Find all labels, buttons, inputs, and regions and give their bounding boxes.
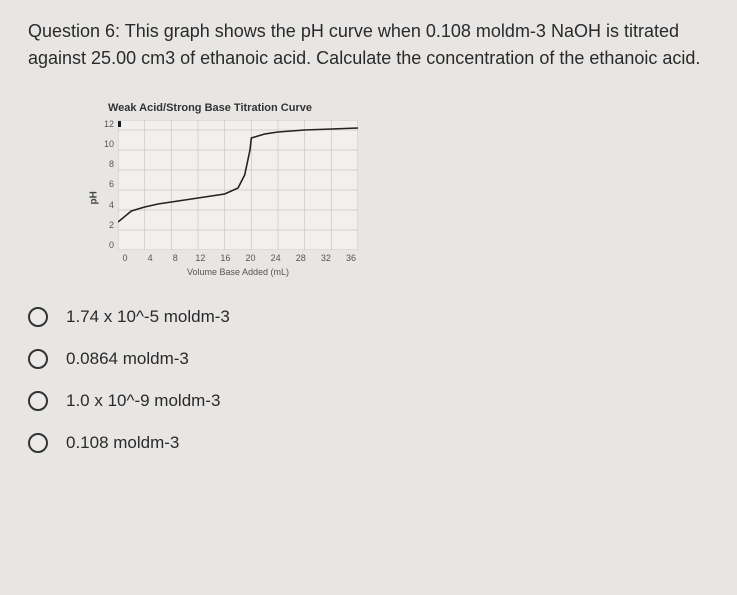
chart-xtick: 16	[218, 253, 232, 263]
chart-ytick: 4	[100, 201, 114, 210]
option-label: 1.0 x 10^-9 moldm-3	[66, 391, 220, 411]
chart-xtick: 36	[344, 253, 358, 263]
option-label: 1.74 x 10^-5 moldm-3	[66, 307, 230, 327]
option-label: 0.108 moldm-3	[66, 433, 179, 453]
option-label: 0.0864 moldm-3	[66, 349, 189, 369]
answer-option[interactable]: 0.0864 moldm-3	[28, 349, 709, 369]
answer-option[interactable]: 1.0 x 10^-9 moldm-3	[28, 391, 709, 411]
chart-ylabel: pH	[89, 193, 100, 205]
chart-xtick: 4	[143, 253, 157, 263]
chart-ytick: 10	[100, 140, 114, 149]
chart-xtick: 12	[193, 253, 207, 263]
radio-icon[interactable]	[28, 307, 48, 327]
chart-xtick: 0	[118, 253, 132, 263]
chart-ytick: 12	[100, 120, 114, 129]
radio-icon[interactable]	[28, 433, 48, 453]
chart-title: Weak Acid/Strong Base Titration Curve	[108, 102, 709, 114]
chart-xtick: 20	[244, 253, 258, 263]
chart-xtick: 24	[269, 253, 283, 263]
chart-ytick: 6	[100, 180, 114, 189]
answer-option[interactable]: 0.108 moldm-3	[28, 433, 709, 453]
chart-ytick: 8	[100, 160, 114, 169]
chart-xlabel: Volume Base Added (mL)	[118, 267, 358, 277]
radio-icon[interactable]	[28, 391, 48, 411]
chart-xtick: 32	[319, 253, 333, 263]
chart-xtick: 8	[168, 253, 182, 263]
chart-xticks: 0 4 8 12 16 20 24 28 32 36	[118, 253, 358, 263]
chart-plot-area	[118, 120, 358, 250]
chart-ytick: 0	[100, 241, 114, 250]
chart-ytick: 2	[100, 221, 114, 230]
answer-options: 1.74 x 10^-5 moldm-3 0.0864 moldm-3 1.0 x …	[28, 307, 709, 453]
titration-chart: Weak Acid/Strong Base Titration Curve pH…	[88, 102, 709, 277]
question-text: Question 6: This graph shows the pH curv…	[28, 18, 709, 72]
radio-icon[interactable]	[28, 349, 48, 369]
answer-option[interactable]: 1.74 x 10^-5 moldm-3	[28, 307, 709, 327]
chart-xtick: 28	[294, 253, 308, 263]
chart-yticks: 12 10 8 6 4 2 0	[100, 120, 114, 250]
